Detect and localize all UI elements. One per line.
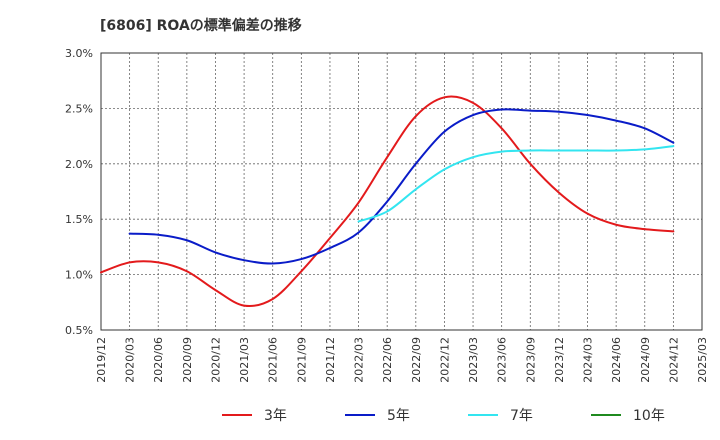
x-tick-label: 2022/12 <box>438 337 451 383</box>
legend-label: 7年 <box>510 408 533 424</box>
y-axis: 0.5% 1.0% 1.5% 2.0% 2.5% 3.0% <box>65 47 93 337</box>
y-tick-label: 2.5% <box>65 102 93 115</box>
x-tick-label: 2021/06 <box>267 337 280 383</box>
x-tick-label: 2021/09 <box>295 337 308 383</box>
series-line-1 <box>100 95 675 308</box>
y-tick-label: 1.5% <box>65 213 93 226</box>
x-tick-label: 2024/12 <box>667 337 680 383</box>
x-tick-label: 2024/09 <box>639 337 652 383</box>
x-tick-label: 2024/06 <box>610 337 623 383</box>
x-axis: 2019/12 2020/03 2020/06 2020/09 2020/12 2021/… <box>95 337 709 383</box>
x-tick-label: 2021/12 <box>324 337 337 383</box>
legend-label: 10年 <box>633 408 665 424</box>
y-tick-label: 3.0% <box>65 47 93 60</box>
chart-title: [6806] ROAの標準偏差の推移 <box>100 17 302 34</box>
x-tick-label: 2019/12 <box>95 337 108 383</box>
y-tick-label: 1.0% <box>65 269 93 282</box>
legend-label: 3年 <box>264 408 287 424</box>
x-tick-label: 2022/03 <box>353 337 366 383</box>
x-tick-label: 2024/03 <box>582 337 595 383</box>
series-line-3 <box>357 145 675 223</box>
x-tick-label: 2020/12 <box>209 337 222 383</box>
x-tick-label: 2020/03 <box>124 337 137 383</box>
plot-background <box>101 53 702 330</box>
x-tick-label: 2023/09 <box>524 337 537 383</box>
legend-label: 5年 <box>387 408 410 424</box>
x-tick-label: 2023/06 <box>496 337 509 383</box>
x-tick-label: 2022/06 <box>381 337 394 383</box>
x-tick-label: 2023/12 <box>553 337 566 383</box>
y-tick-label: 2.0% <box>65 158 93 171</box>
series-lines <box>100 95 675 308</box>
series-line-2 <box>128 108 675 265</box>
x-tick-label: 2021/03 <box>238 337 251 383</box>
y-tick-label: 0.5% <box>65 324 93 337</box>
x-tick-label: 2025/03 <box>696 337 709 383</box>
x-tick-label: 2020/06 <box>152 337 165 383</box>
legend: 3年 5年 7年 10年 <box>222 408 665 424</box>
x-tick-label: 2020/09 <box>181 337 194 383</box>
x-tick-label: 2022/09 <box>410 337 423 383</box>
x-tick-label: 2023/03 <box>467 337 480 383</box>
plot-border <box>100 52 703 331</box>
